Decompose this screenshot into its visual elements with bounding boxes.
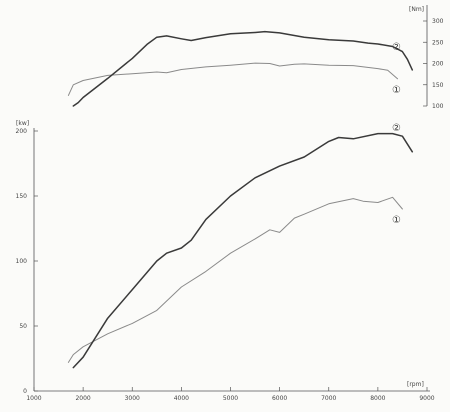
torque-series-line-1 [67, 62, 398, 96]
torque-unit-label: [Nm] [409, 6, 424, 13]
power-x-tick-label: 9000 [419, 395, 434, 402]
torque-y-tick-label: 300 [432, 18, 444, 25]
power-x-tick-label: 4000 [174, 395, 189, 402]
power-series-line-2 [72, 132, 414, 369]
power-unit-label: [kw] [16, 120, 29, 127]
torque-series-label-1: ① [392, 85, 401, 96]
power-x-tick-label: 1000 [26, 395, 41, 402]
power-series: ①② [67, 123, 414, 369]
power-x-tick-label: 7000 [321, 395, 336, 402]
rpm-unit-label: [rpm] [407, 381, 424, 388]
power-x-tick-label: 3000 [125, 395, 140, 402]
power-series-label-1: ① [392, 215, 401, 226]
power-y-tick-label: 0 [23, 388, 27, 395]
power-y-tick-label: 200 [16, 128, 28, 135]
power-y-tick-label: 100 [16, 258, 28, 265]
power-x-tick-label: 8000 [370, 395, 385, 402]
torque-y-tick-label: 250 [432, 39, 444, 46]
torque-series-line-2 [72, 30, 414, 107]
power-series-line-1 [67, 196, 403, 363]
power-series-label-2: ② [392, 123, 401, 134]
torque-y-tick-label: 150 [432, 82, 444, 89]
power-x-tick-label: 5000 [223, 395, 238, 402]
power-y-tick-label: 150 [16, 193, 28, 200]
power-x-tick-label: 6000 [272, 395, 287, 402]
power-ticks: 0 50 100 150 200 1000 2000 3000 4000 5000 6000 7000… [16, 128, 435, 402]
torque-series-label-2: ② [392, 42, 401, 53]
torque-series: ①② [67, 30, 414, 107]
torque-y-tick-label: 200 [432, 61, 444, 68]
power-x-tick-label: 2000 [75, 395, 90, 402]
power-y-tick-label: 50 [19, 323, 27, 330]
torque-ticks: 100 150 200 250 300 [423, 18, 444, 110]
torque-y-tick-label: 100 [432, 103, 444, 110]
power-panel: [kw] [rpm] 0 50 100 150 200 1000 2000 3000 4000 5… [16, 120, 435, 402]
